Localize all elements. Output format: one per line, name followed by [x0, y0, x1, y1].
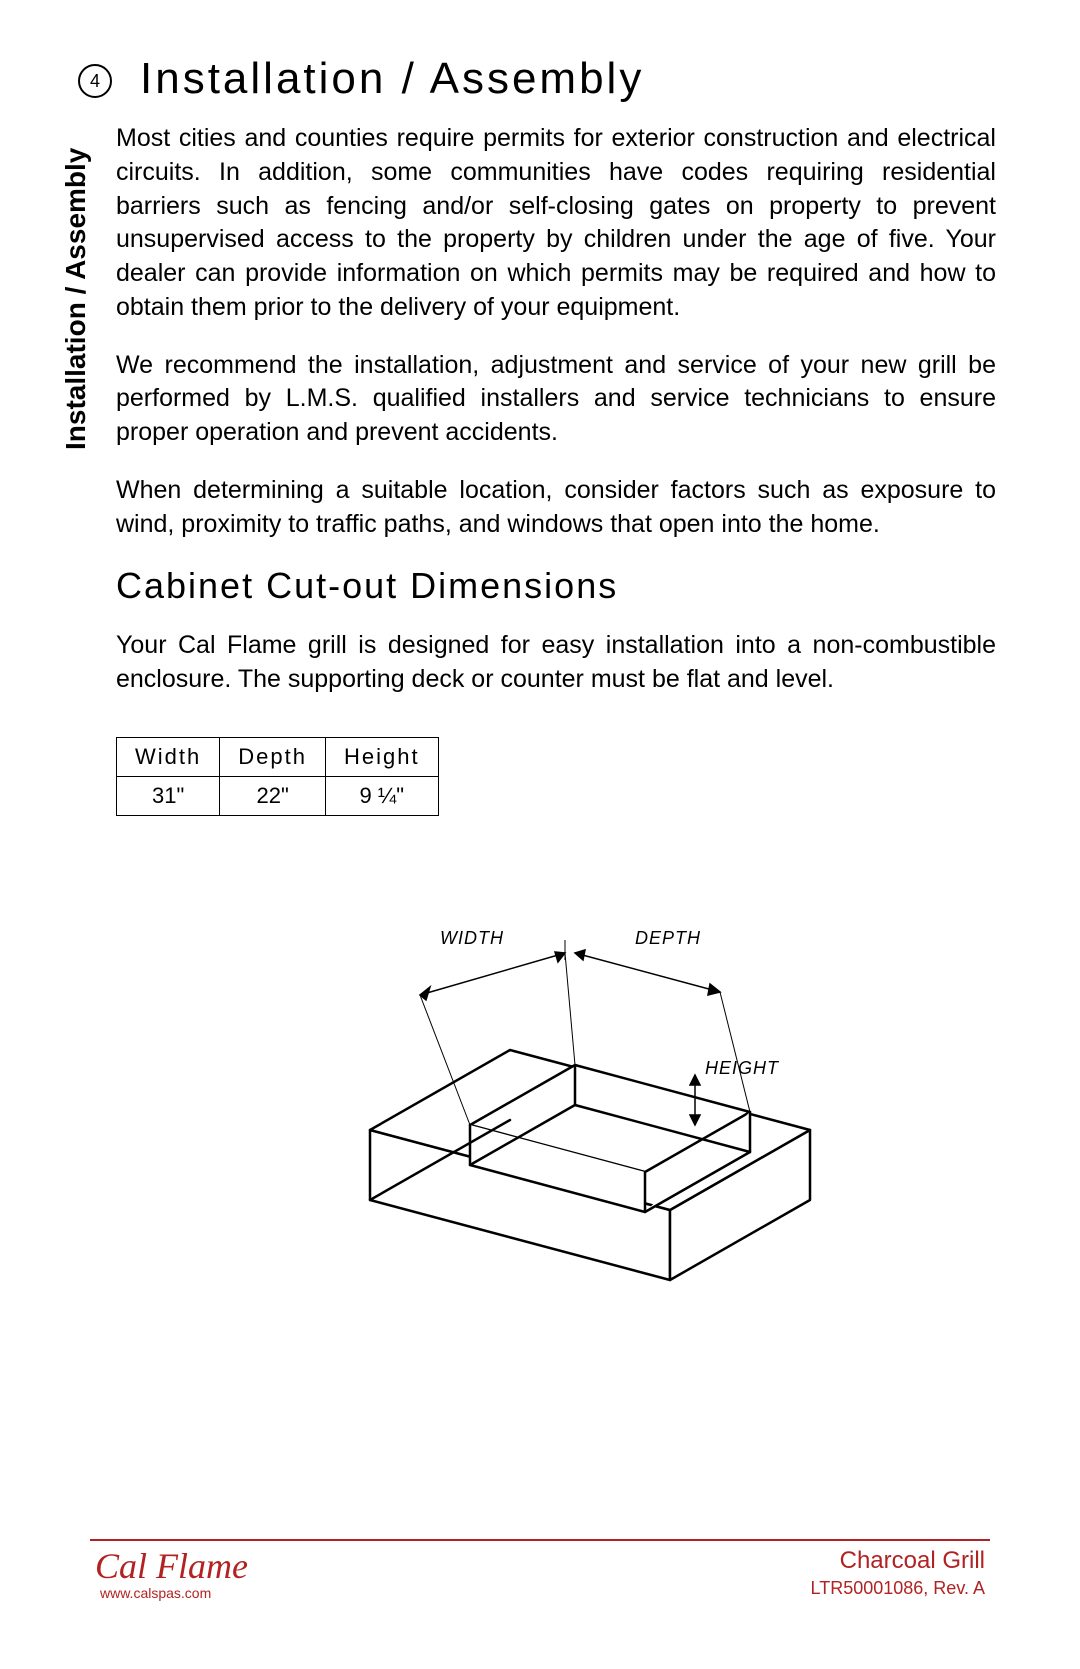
- diagram-label-depth: DEPTH: [635, 928, 701, 949]
- side-section-label: Installation / Assembly: [60, 148, 92, 450]
- brand-logo: Cal Flame: [95, 1545, 248, 1587]
- table-cell-width: 31": [117, 776, 220, 815]
- footer-divider: [90, 1539, 990, 1541]
- table-header-width: Width: [117, 737, 220, 776]
- cabinet-diagram-svg: [300, 910, 860, 1330]
- footer-product-name: Charcoal Grill: [840, 1547, 985, 1575]
- footer-document-id: LTR50001086, Rev. A: [811, 1578, 985, 1599]
- main-content: Most cities and counties require permits…: [116, 122, 996, 816]
- table-header-height: Height: [325, 737, 438, 776]
- brand-url: www.calspas.com: [100, 1585, 211, 1601]
- intro-paragraph-3: When determining a suitable location, co…: [116, 474, 996, 542]
- dimensions-table: Width Depth Height 31" 22" 9 ¼": [116, 737, 439, 816]
- cutout-diagram: WIDTH DEPTH HEIGHT: [300, 910, 860, 1330]
- diagram-label-height: HEIGHT: [705, 1058, 779, 1079]
- page-number: 4: [90, 71, 100, 92]
- table-cell-height: 9 ¼": [325, 776, 438, 815]
- table-row: 31" 22" 9 ¼": [117, 776, 439, 815]
- diagram-label-width: WIDTH: [440, 928, 504, 949]
- section-title-dimensions: Cabinet Cut-out Dimensions: [116, 565, 996, 607]
- page-number-badge: 4: [78, 64, 112, 98]
- table-header-depth: Depth: [220, 737, 326, 776]
- intro-paragraph-2: We recommend the installation, adjustmen…: [116, 349, 996, 450]
- section-paragraph-dimensions: Your Cal Flame grill is designed for eas…: [116, 629, 996, 697]
- table-header-row: Width Depth Height: [117, 737, 439, 776]
- table-cell-depth: 22": [220, 776, 326, 815]
- page-title: Installation / Assembly: [140, 54, 644, 104]
- intro-paragraph-1: Most cities and counties require permits…: [116, 122, 996, 325]
